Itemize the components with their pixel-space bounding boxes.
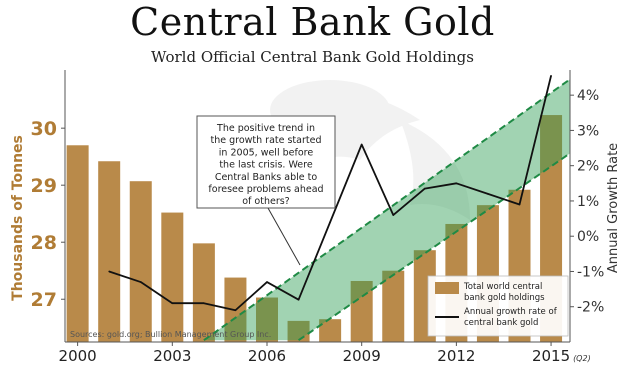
bar [319,319,342,342]
x-tick-label: 2006 [248,347,286,365]
annotation-box [196,115,336,209]
y-right-axis-title: Annual Growth Rate [606,143,621,273]
source-note: Sources: gold.org; Bullion Management Gr… [70,330,271,339]
x-tick-label: 2012 [437,347,475,365]
y-left-tick-label: 30 [31,118,57,140]
legend-line-label: Annual growth rate of central bank gold [464,307,558,328]
growth-rate-point [518,203,521,206]
y-right-tick-label: 4% [577,88,599,104]
growth-rate-point [139,281,142,283]
bar [382,270,405,342]
annotation-pointer [267,207,301,266]
trend-upper-line [203,78,571,342]
y-right-tick-label: 2% [577,159,599,175]
bar [256,297,278,342]
y-right-tick-label: -1% [577,264,604,280]
growth-rate-point [392,214,395,216]
y-left-tick-label: 28 [31,232,57,254]
y-right-tick-label: -2% [577,300,604,316]
bar [350,280,373,342]
y-right-tick-label: 1% [577,194,599,210]
chart-subtitle: World Official Central Bank Gold Holding… [151,48,474,66]
annotation-line: the last crisis. Were [219,160,312,171]
bar [161,212,184,342]
annotation-line: in 2005, well before [219,147,314,158]
bar [192,243,215,342]
y-left-axis-title: Thousands of Tonnes [10,135,26,301]
x-tick-label: 2003 [153,347,191,365]
bar [129,181,152,342]
growth-rate-point [424,187,426,190]
annotation-line: foresee problems ahead [208,184,323,195]
growth-rate-point [329,221,331,223]
growth-rate-point [171,302,174,305]
y-right-tick-label: 0% [577,229,599,245]
y-left-tick-label: 27 [31,289,57,311]
annotation-line: the growth rate started [210,135,321,146]
legend-line-label-line: central bank gold [464,318,538,328]
growth-rate-point [266,281,268,283]
annotation-line: The positive trend in [216,123,315,134]
legend-bar-swatch [435,282,459,294]
growth-rate-point [487,193,489,195]
chart-title: Central Bank Gold [130,0,495,44]
legend-bar-label: Total world central bank gold holdings [463,282,545,303]
growth-rate-point [360,143,363,146]
growth-rate-point [108,270,110,273]
growth-rate-point [297,298,300,301]
y-right-tick-label: 3% [577,123,599,139]
x-tick-label: 2015 [532,347,570,365]
growth-rate-point [455,182,458,185]
legend-line-label-line: Annual growth rate of [464,307,558,317]
legend-bar-label-line: Total world central [463,282,542,292]
y-left-tick-label: 29 [31,175,57,197]
annotation-line: of others? [242,196,289,207]
bar [98,161,121,342]
legend-bar-label-line: bank gold holdings [464,293,545,303]
x-tick-label: 2009 [343,347,381,365]
growth-rate-point [550,74,552,77]
annotation-line: Central Banks able to [215,172,318,183]
growth-rate-point [203,302,205,305]
annotation-text: The positive trend in the growth rate sta… [208,123,323,207]
x-tick-suffix: (Q2) [573,354,591,363]
growth-rate-point [234,309,237,312]
bar [66,145,89,342]
x-tick-label: 2000 [59,347,97,365]
